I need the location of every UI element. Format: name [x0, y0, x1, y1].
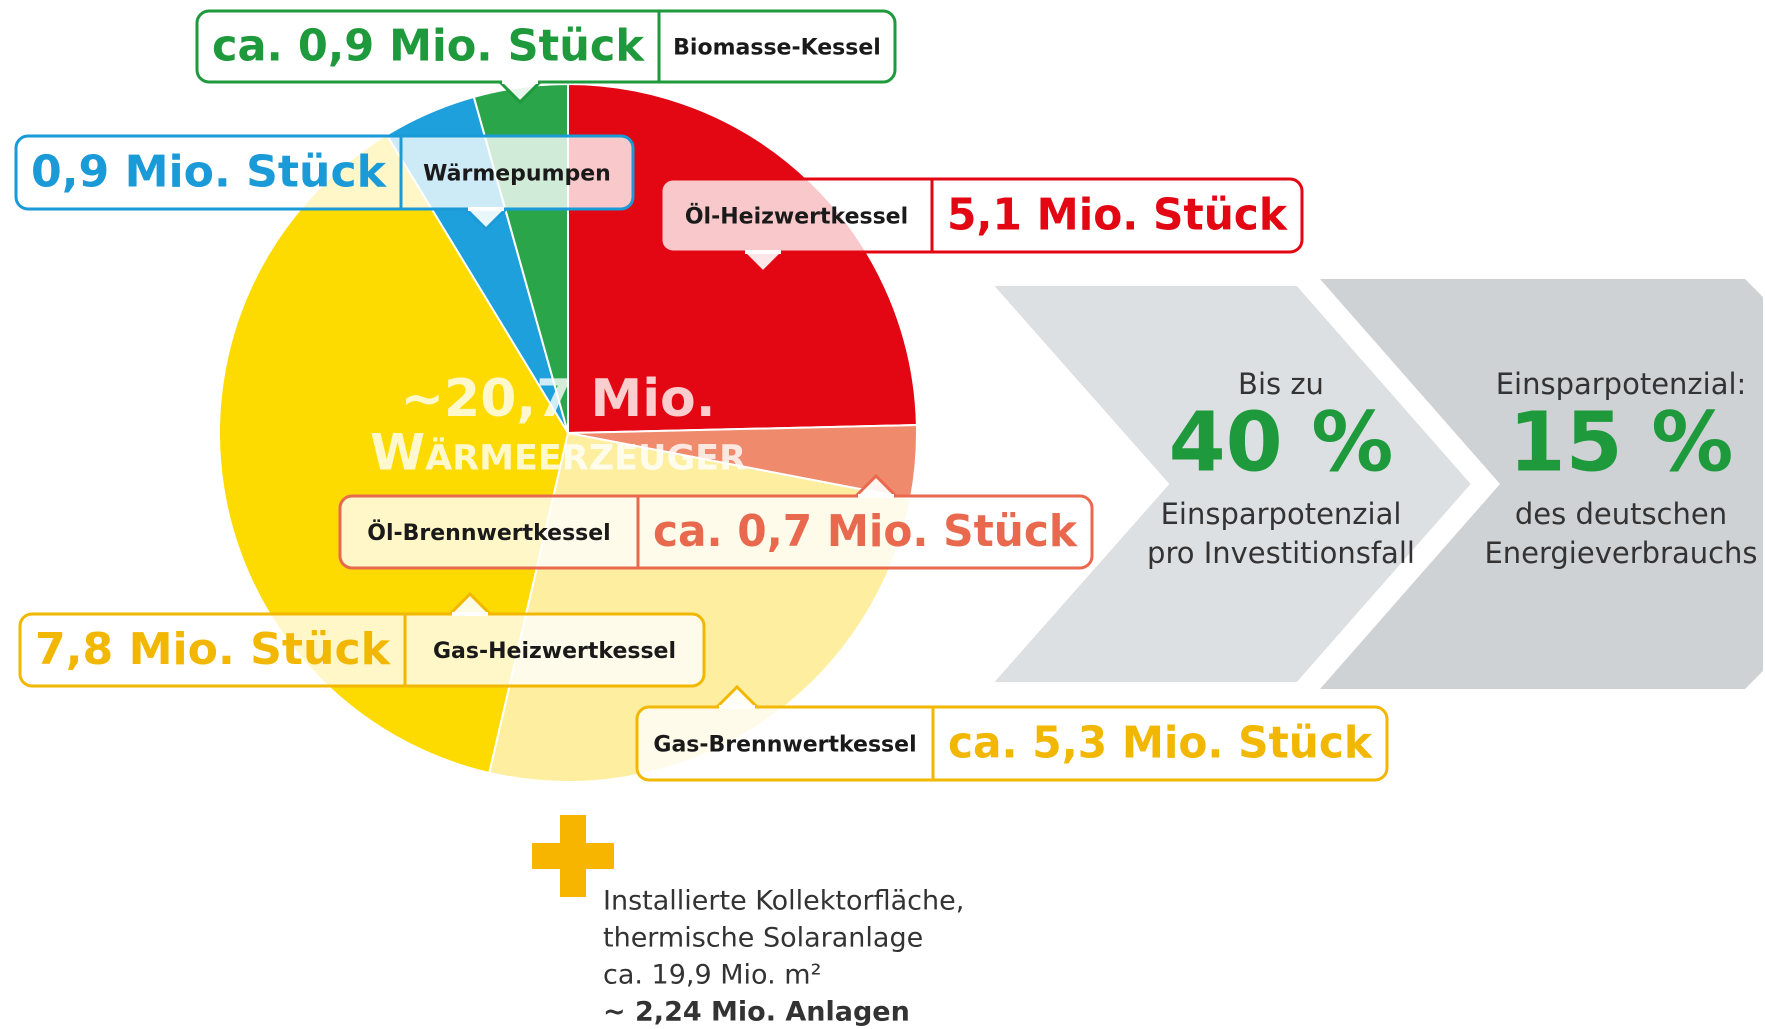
- panel-figure: 40 %: [1169, 395, 1394, 490]
- panel-text: Einsparpotenzial:: [1496, 367, 1747, 401]
- category-label: Öl-Brennwertkessel: [367, 520, 610, 546]
- panel-text: Energieverbrauchs: [1484, 536, 1757, 570]
- value-label: 5,1 Mio. Stück: [947, 190, 1289, 241]
- category-label: Gas-Brennwertkessel: [653, 733, 916, 758]
- callout-box: [195, 9, 897, 84]
- solar-text: ca. 19,9 Mio. m²: [603, 960, 821, 991]
- panel-text: Bis zu: [1238, 367, 1324, 401]
- solar-text: thermische Solaranlage: [603, 923, 923, 954]
- panel-text: des deutschen: [1515, 497, 1727, 531]
- category-label: Biomasse-Kessel: [673, 36, 881, 61]
- center-label: ~20,7 Mio.: [400, 369, 715, 429]
- solar-note: Installierte Kollektorfläche, thermische …: [603, 886, 964, 1028]
- solar-text: ~ 2,24 Mio. Anlagen: [603, 997, 910, 1028]
- panel-text: pro Investitionsfall: [1147, 536, 1415, 570]
- callout-box: [18, 612, 706, 688]
- solar-text: Installierte Kollektorfläche,: [603, 886, 964, 917]
- value-label: ca. 5,3 Mio. Stück: [948, 718, 1374, 769]
- panel-background: [963, 272, 1490, 696]
- plus-icon: [532, 815, 614, 897]
- callout-box: [338, 494, 1094, 570]
- value-label: ca. 0,9 Mio. Stück: [212, 21, 646, 72]
- value-label: 0,9 Mio. Stück: [31, 147, 388, 198]
- value-label: 7,8 Mio. Stück: [35, 624, 392, 675]
- panel-text: Einsparpotenzial: [1161, 497, 1402, 531]
- value-label: ca. 0,7 Mio. Stück: [653, 506, 1079, 557]
- panel-background: [1320, 279, 1763, 689]
- category-label: Öl-Heizwertkessel: [685, 204, 908, 230]
- center-label: Wärmeerzeuger: [370, 424, 746, 482]
- panel-figure: 15 %: [1509, 395, 1734, 490]
- category-label: Gas-Heizwertkessel: [433, 639, 676, 664]
- callout-box: [14, 134, 635, 211]
- category-label: Wärmepumpen: [423, 162, 611, 187]
- callouts: 5,1 Mio. Stück Öl-Heizwertkessel ca. 0,7 M…: [14, 9, 1389, 782]
- callout-box: [659, 177, 1304, 254]
- callout-box: [635, 705, 1389, 782]
